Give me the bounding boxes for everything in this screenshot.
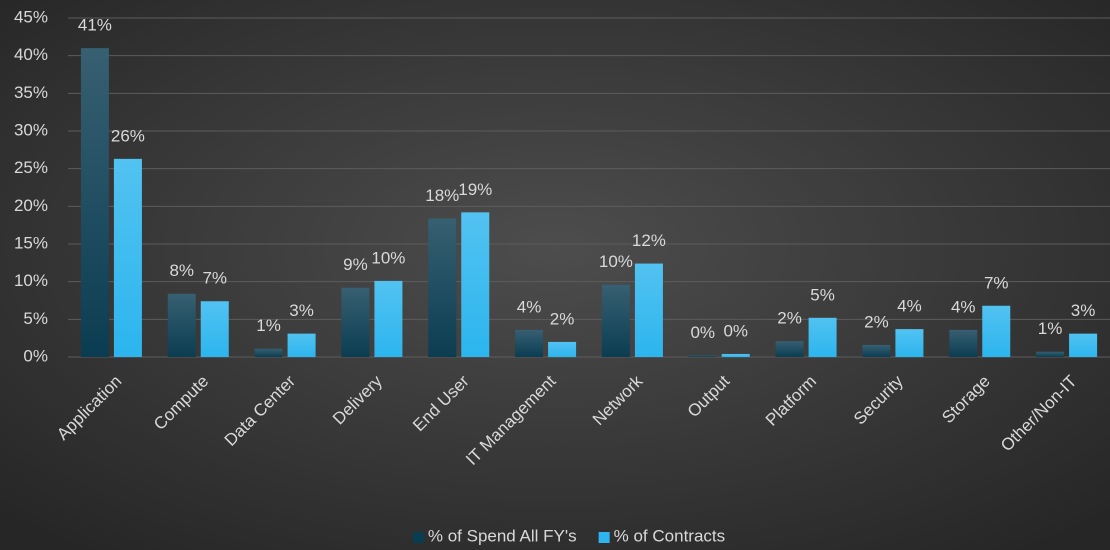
bar: [200, 301, 229, 357]
bar: [634, 263, 663, 357]
data-label: 8%: [169, 261, 194, 280]
y-tick-label: 35%: [14, 83, 48, 102]
y-tick-label: 25%: [14, 158, 48, 177]
bar: [254, 348, 283, 357]
legend-label: % of Spend All FY's: [428, 526, 577, 545]
bar: [775, 341, 804, 357]
bar: [515, 329, 544, 357]
bar: [461, 212, 490, 357]
bar: [548, 341, 577, 357]
data-label: 4%: [517, 297, 542, 316]
bar: [982, 305, 1011, 357]
data-label: 1%: [1038, 319, 1063, 338]
data-label: 3%: [289, 301, 314, 320]
data-label: 26%: [111, 126, 145, 145]
legend-swatch: [412, 532, 424, 543]
data-label: 3%: [1071, 301, 1096, 320]
bar: [113, 158, 142, 357]
bar: [949, 329, 978, 357]
data-label: 9%: [343, 255, 368, 274]
data-label: 10%: [371, 248, 405, 267]
bar: [287, 333, 316, 357]
legend-label: % of Contracts: [614, 526, 726, 545]
data-label: 4%: [897, 297, 922, 316]
bar: [1036, 351, 1065, 357]
legend-swatch: [598, 532, 610, 543]
data-label: 5%: [810, 285, 835, 304]
bar: [428, 218, 457, 357]
data-label: 2%: [777, 309, 802, 328]
data-label: 41%: [78, 16, 112, 35]
bar: [167, 293, 196, 357]
legend-item: % of Spend All FY's: [412, 526, 577, 545]
data-label: 0%: [690, 323, 715, 342]
bar: [808, 317, 837, 357]
data-label: 10%: [599, 252, 633, 271]
data-label: 4%: [951, 297, 976, 316]
bar: [862, 344, 891, 357]
bar: [688, 355, 717, 357]
legend-item: % of Contracts: [598, 526, 726, 545]
data-label: 18%: [425, 186, 459, 205]
bar: [721, 353, 750, 357]
data-label: 7%: [984, 273, 1009, 292]
data-label: 0%: [723, 321, 748, 340]
bar: [80, 48, 109, 358]
bar: [601, 284, 630, 357]
bar: [374, 280, 403, 357]
data-label: 7%: [202, 269, 227, 288]
data-label: 19%: [458, 180, 492, 199]
y-tick-label: 10%: [14, 271, 48, 290]
y-tick-label: 40%: [14, 45, 48, 64]
y-tick-label: 30%: [14, 120, 48, 139]
y-tick-label: 5%: [23, 309, 48, 328]
bar: [1069, 333, 1098, 357]
data-label: 2%: [864, 312, 889, 331]
data-label: 1%: [256, 316, 281, 335]
y-tick-label: 20%: [14, 196, 48, 215]
y-tick-label: 0%: [23, 346, 48, 365]
bar: [341, 287, 370, 357]
bar: [895, 329, 924, 357]
y-tick-label: 15%: [14, 233, 48, 252]
data-label: 2%: [550, 309, 575, 328]
data-label: 12%: [632, 231, 666, 250]
y-tick-label: 45%: [14, 7, 48, 26]
